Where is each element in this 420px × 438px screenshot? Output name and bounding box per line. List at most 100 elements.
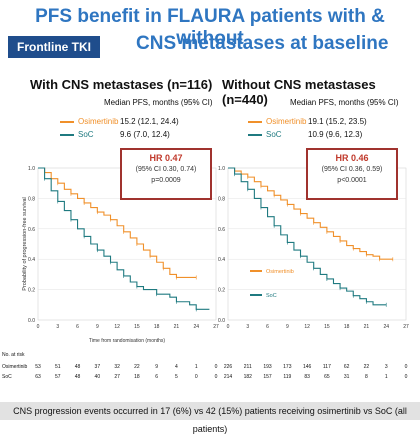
x-tick-label: 24 bbox=[193, 324, 199, 330]
y-tick-label: 0.6 bbox=[28, 227, 35, 233]
right-panel-title: Without CNS metastases (n=440) bbox=[222, 77, 376, 107]
x-tick-label: 0 bbox=[37, 324, 40, 330]
soc-legend-label: SoC bbox=[266, 293, 277, 299]
right-legend-osimertinib: Osimertinib 19.1 (15.2, 23.5) bbox=[248, 117, 367, 126]
at-risk-value: 6 bbox=[155, 374, 158, 380]
at-risk-value: 83 bbox=[304, 374, 310, 380]
legend-name: SoC bbox=[78, 130, 94, 139]
at-risk-value: 0 bbox=[215, 364, 218, 370]
legend-name: SoC bbox=[266, 130, 282, 139]
at-risk-value: 193 bbox=[263, 364, 272, 370]
left-median-header: Median PFS, months (95% CI) bbox=[104, 98, 213, 107]
legend-value: 19.1 (15.2, 23.5) bbox=[308, 117, 367, 126]
y-tick-label: 0.4 bbox=[218, 257, 225, 263]
at-risk-value: 48 bbox=[75, 364, 81, 370]
left-hr-box: HR 0.47 (95% CI 0.30, 0.74) p=0.0009 bbox=[120, 148, 212, 200]
right-legend-soc: SoC 10.9 (9.6, 12.3) bbox=[248, 130, 362, 139]
footer-note: CNS progression events occurred in 17 (6… bbox=[0, 402, 420, 434]
y-tick-label: 0.4 bbox=[28, 257, 35, 263]
osimertinib-swatch bbox=[60, 120, 74, 123]
x-tick-label: 18 bbox=[154, 324, 160, 330]
x-tick-label: 9 bbox=[286, 324, 289, 330]
x-tick-label: 24 bbox=[383, 324, 389, 330]
at-risk-value: 37 bbox=[95, 364, 101, 370]
hr-ci: (95% CI 0.36, 0.59) bbox=[321, 166, 383, 173]
x-tick-label: 21 bbox=[364, 324, 370, 330]
kaplan-meier-charts: 0.00.20.40.60.81.0 0 3 6 9 12 15 18 21 24 27 Prob… bbox=[2, 166, 409, 380]
soc-legend-line bbox=[250, 294, 262, 296]
x-tick-label: 0 bbox=[227, 324, 230, 330]
y-tick-label: 0.8 bbox=[28, 196, 35, 202]
legend-name: Osimertinib bbox=[266, 117, 307, 126]
x-tick-label: 21 bbox=[174, 324, 180, 330]
at-risk-value: 0 bbox=[405, 374, 408, 380]
y-tick-label: 0.0 bbox=[218, 318, 225, 324]
y-tick-labels: 0.0 0.2 0.4 0.6 0.8 1.0 bbox=[218, 166, 225, 324]
x-tick-label: 6 bbox=[266, 324, 269, 330]
hr-value: HR 0.47 bbox=[149, 153, 183, 163]
hr-value: HR 0.46 bbox=[335, 153, 369, 163]
at-risk-row-label: Osimertinib bbox=[2, 364, 28, 370]
at-risk-value: 4 bbox=[175, 364, 178, 370]
frontline-tki-badge: Frontline TKI bbox=[8, 36, 100, 58]
at-risk-value: 8 bbox=[365, 374, 368, 380]
at-risk-value: 57 bbox=[55, 374, 61, 380]
km-curves bbox=[38, 167, 210, 312]
at-risk-value: 62 bbox=[344, 364, 350, 370]
x-tick-label: 9 bbox=[96, 324, 99, 330]
at-risk-value: 51 bbox=[55, 364, 61, 370]
at-risk-value: 182 bbox=[244, 374, 253, 380]
at-risk-value: 1 bbox=[385, 374, 388, 380]
y-tick-label: 0.8 bbox=[218, 196, 225, 202]
x-tick-label: 27 bbox=[403, 324, 409, 330]
at-risk-value: 53 bbox=[35, 364, 41, 370]
at-risk-value: 22 bbox=[364, 364, 370, 370]
at-risk-value: 5 bbox=[175, 374, 178, 380]
x-axis-label: Time from randomisation (months) bbox=[89, 338, 166, 344]
osimertinib-legend-line bbox=[250, 270, 262, 272]
left-legend-soc: SoC 9.6 (7.0, 12.4) bbox=[60, 130, 170, 139]
right-median-header: Median PFS, months (95% CI) bbox=[290, 98, 399, 107]
slide-title-line2: CNS metastases at baseline bbox=[136, 33, 389, 54]
slide-title-line1: PFS benefit in FLAURA patients with & wi… bbox=[35, 6, 385, 49]
at-risk-value: 3 bbox=[385, 364, 388, 370]
osimertinib-curve bbox=[228, 167, 393, 260]
y-tick-labels: 0.0 0.2 0.4 0.6 0.8 1.0 bbox=[28, 166, 35, 324]
at-risk-row-label: SoC bbox=[2, 374, 12, 380]
soc-swatch bbox=[248, 133, 262, 136]
y-tick-label: 0.2 bbox=[218, 288, 225, 294]
right-at-risk-table: 226 211 193 173 146 117 62 22 3 0 214 182 157 119 83 65… bbox=[224, 364, 408, 380]
x-tick-label: 3 bbox=[246, 324, 249, 330]
at-risk-value: 63 bbox=[35, 374, 41, 380]
soc-curve bbox=[228, 167, 387, 306]
at-risk-value: 40 bbox=[95, 374, 101, 380]
hr-p: p=0.0009 bbox=[151, 177, 181, 184]
at-risk-value: 226 bbox=[224, 364, 233, 370]
right-hr-box: HR 0.46 (95% CI 0.36, 0.59) p<0.0001 bbox=[306, 148, 398, 200]
legend-value: 10.9 (9.6, 12.3) bbox=[308, 130, 363, 139]
at-risk-value: 48 bbox=[75, 374, 81, 380]
km-curves bbox=[228, 167, 394, 307]
left-legend-osimertinib: Osimertinib 15.2 (12.1, 24.4) bbox=[60, 117, 179, 126]
left-panel-title: With CNS metastases (n=116) bbox=[30, 77, 213, 92]
x-tick-label: 6 bbox=[76, 324, 79, 330]
y-axis-label: Probability of progression-free survival bbox=[22, 197, 28, 291]
in-plot-legend: Osimertinib SoC bbox=[250, 269, 294, 299]
x-tick-label: 12 bbox=[304, 324, 310, 330]
at-risk-value: 0 bbox=[195, 374, 198, 380]
at-risk-value: 31 bbox=[344, 374, 350, 380]
at-risk-value: 119 bbox=[283, 374, 291, 380]
soc-curve bbox=[38, 167, 210, 310]
soc-swatch bbox=[60, 133, 74, 136]
at-risk-value: 18 bbox=[134, 374, 140, 380]
x-tick-labels: 0 3 6 9 12 15 18 21 24 27 bbox=[37, 324, 219, 330]
at-risk-header: No. at risk bbox=[2, 352, 25, 358]
at-risk-value: 157 bbox=[263, 374, 272, 380]
x-tick-label: 27 bbox=[213, 324, 219, 330]
x-tick-label: 15 bbox=[324, 324, 330, 330]
at-risk-value: 1 bbox=[195, 364, 198, 370]
at-risk-value: 65 bbox=[324, 374, 330, 380]
x-tick-label: 15 bbox=[134, 324, 140, 330]
osimertinib-legend-label: Osimertinib bbox=[266, 269, 294, 275]
left-at-risk-table: No. at risk Osimertinib 53 51 48 37 32 22 9 4 1 0 So… bbox=[2, 352, 218, 380]
